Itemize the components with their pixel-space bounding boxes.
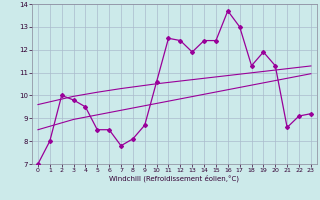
- X-axis label: Windchill (Refroidissement éolien,°C): Windchill (Refroidissement éolien,°C): [109, 175, 239, 182]
